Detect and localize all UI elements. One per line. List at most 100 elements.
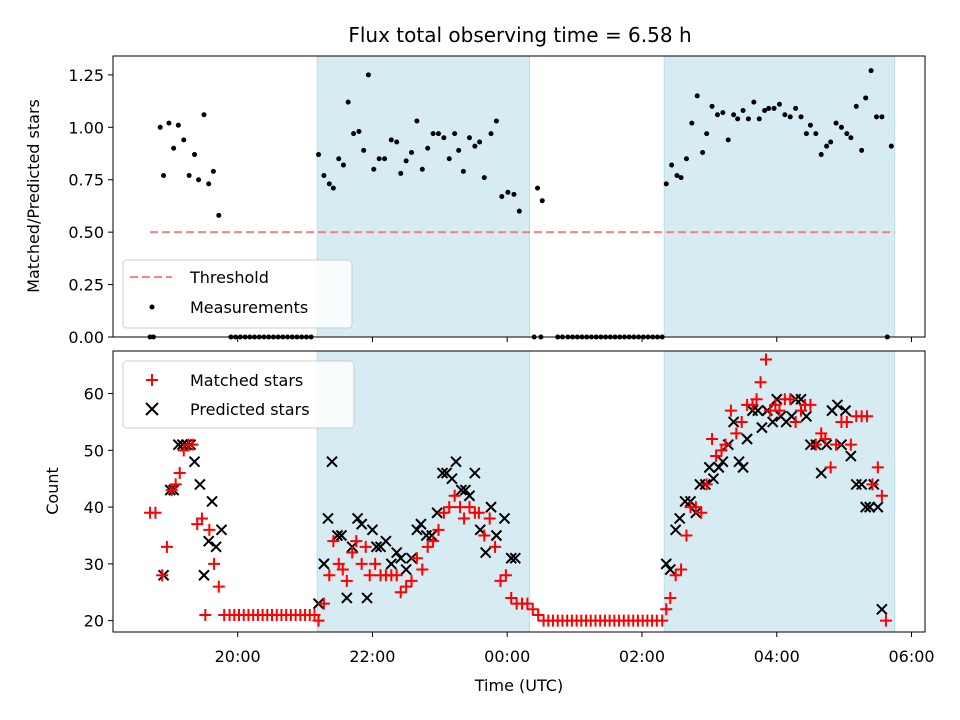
matched-star-marker xyxy=(680,529,693,542)
measurement-point xyxy=(409,149,415,155)
measurements-legend-swatch xyxy=(149,304,155,310)
predicted-star-marker xyxy=(370,541,383,553)
measurement-point xyxy=(539,198,545,204)
top-legend-box xyxy=(122,259,353,329)
predicted-star-marker xyxy=(469,467,481,479)
predicted-star-marker xyxy=(509,552,522,564)
predicted-star-marker xyxy=(188,455,201,468)
matched-star-marker xyxy=(861,410,874,423)
bottom-y-tick-label: 20 xyxy=(84,612,104,631)
matched-star-marker xyxy=(458,512,471,525)
measurement-point xyxy=(430,131,436,137)
measurement-point xyxy=(714,112,720,118)
predicted-star-marker xyxy=(385,558,398,570)
predicted-star-marker xyxy=(733,455,745,468)
measurement-point xyxy=(725,137,731,143)
matched-star-marker xyxy=(532,608,545,621)
matched-star-marker xyxy=(472,506,485,519)
bottom-panel: 20 30 40 50 60 20:00 22:00 00:00 02:00 04:00 06:0… xyxy=(43,350,935,695)
predicted-star-marker xyxy=(741,433,753,445)
matched-star-marker xyxy=(186,438,199,451)
top-legend: Threshold Measurements xyxy=(122,259,353,329)
matched-star-marker xyxy=(317,597,330,610)
predicted-legend-label: Predicted stars xyxy=(190,400,310,419)
measurement-point xyxy=(382,156,388,162)
measurement-point xyxy=(452,131,458,137)
measurement-point xyxy=(720,110,726,116)
matched-star-marker xyxy=(437,506,450,519)
measurement-point xyxy=(394,139,400,145)
top-y-tick-label: 0.00 xyxy=(68,328,104,347)
measurement-point xyxy=(206,181,212,187)
predicted-star-marker xyxy=(426,529,438,542)
measurement-point xyxy=(316,152,322,158)
predicted-star-marker xyxy=(355,518,368,530)
matched-star-marker xyxy=(724,404,737,417)
matched-star-marker xyxy=(875,489,888,502)
measurement-point xyxy=(419,166,425,172)
predicted-star-marker xyxy=(717,455,729,468)
measurement-point xyxy=(365,72,371,78)
matched-star-marker xyxy=(463,501,476,514)
matched-star-marker xyxy=(695,506,708,519)
matched-star-marker xyxy=(173,467,186,480)
measurement-point xyxy=(472,143,478,149)
measurement-point xyxy=(762,108,768,114)
measurement-point xyxy=(694,93,700,99)
matched-star-marker xyxy=(879,614,892,627)
matched-star-marker xyxy=(312,614,325,627)
measurement-point xyxy=(340,162,346,168)
measurement-point xyxy=(181,137,187,143)
predicted-star-marker xyxy=(415,518,427,530)
measurement-point xyxy=(859,147,865,153)
measurement-point xyxy=(441,135,447,141)
measurement-point xyxy=(499,194,505,199)
bottom-legend-box xyxy=(122,360,355,429)
matched-star-marker xyxy=(421,540,434,553)
predicted-star-marker xyxy=(206,495,218,508)
predicted-star-marker xyxy=(366,524,379,536)
measurement-point xyxy=(161,173,167,179)
measurement-point xyxy=(371,166,377,172)
predicted-star-marker xyxy=(198,569,210,581)
x-tick-label: 00:00 xyxy=(484,647,530,666)
predicted-star-marker xyxy=(505,552,517,564)
top-y-tick-label: 0.25 xyxy=(68,276,104,295)
predicted-star-marker xyxy=(459,484,472,496)
predicted-star-marker xyxy=(335,529,348,542)
measurement-point xyxy=(157,124,163,130)
measurement-point xyxy=(756,116,762,122)
bottom-count-points xyxy=(144,353,892,627)
predicted-star-marker xyxy=(707,473,720,485)
predicted-star-marker xyxy=(490,529,503,542)
measurement-point xyxy=(435,131,441,137)
measurement-point xyxy=(863,95,869,101)
measurement-point xyxy=(824,143,830,149)
predicted-star-marker xyxy=(800,410,813,422)
measurement-point xyxy=(853,103,859,109)
matched-star-marker xyxy=(336,563,349,576)
predicted-star-marker xyxy=(839,404,852,417)
top-measurement-points xyxy=(147,68,894,340)
measurement-point xyxy=(196,177,202,183)
matched-star-marker xyxy=(390,569,403,582)
predicted-star-marker xyxy=(322,512,334,525)
bottom-y-ticks: 20 30 40 50 60 xyxy=(84,385,113,631)
measurement-point xyxy=(879,114,885,120)
top-shaded-intervals xyxy=(316,55,896,338)
measurement-point xyxy=(807,122,813,128)
predicted-star-marker xyxy=(390,546,403,559)
matched-star-marker xyxy=(689,501,702,514)
measurement-point xyxy=(828,139,834,145)
measurement-point xyxy=(669,162,675,168)
predicted-star-marker xyxy=(463,490,476,502)
measurement-point xyxy=(466,135,472,141)
measurement-point xyxy=(678,175,684,181)
measurement-point xyxy=(848,135,854,141)
matched-star-marker xyxy=(416,563,429,576)
top-y-tick-label: 1.00 xyxy=(68,118,104,137)
predicted-star-marker xyxy=(485,501,497,513)
top-panel: 0.00 0.25 0.50 0.75 1.00 1.25 Matched/Predict… xyxy=(24,55,926,347)
matched-star-marker xyxy=(410,552,423,565)
matched-star-marker xyxy=(706,432,719,445)
